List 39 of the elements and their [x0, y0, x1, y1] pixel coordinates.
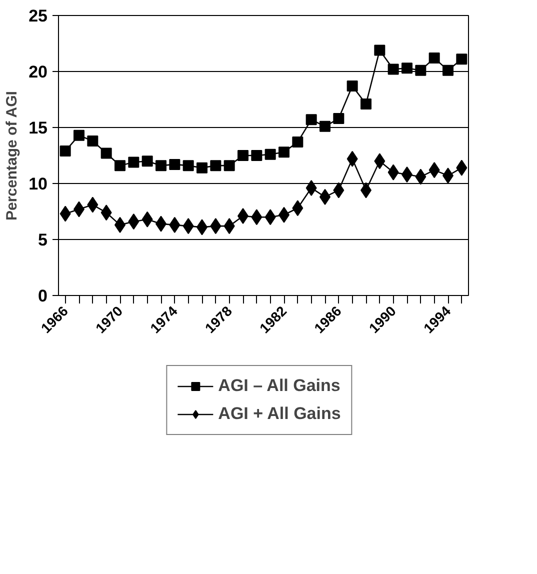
point [346, 80, 358, 92]
point [196, 162, 208, 174]
point [320, 120, 330, 132]
point [388, 64, 399, 75]
point [169, 158, 180, 170]
point [306, 114, 317, 126]
point [456, 54, 468, 65]
point [128, 156, 140, 168]
y-tick-label: 5 [38, 230, 48, 250]
point [278, 146, 290, 158]
point [60, 146, 71, 157]
point [264, 148, 276, 160]
point [442, 64, 454, 76]
y-tick-label: 0 [38, 286, 48, 306]
y-tick-label: 15 [28, 118, 48, 138]
point [100, 148, 112, 159]
y-tick-label: 10 [28, 174, 48, 194]
point [74, 130, 84, 141]
point [114, 160, 126, 172]
point [238, 150, 248, 161]
point [415, 64, 426, 76]
legend-label: AGI + All Gains [218, 404, 341, 424]
point [360, 98, 372, 110]
point [402, 62, 412, 74]
point [182, 160, 194, 172]
y-tick-label: 25 [28, 6, 48, 26]
point [374, 44, 386, 56]
y-axis-title: Percentage of AGI [4, 91, 21, 221]
point [292, 136, 304, 148]
point [142, 156, 153, 167]
y-tick-label: 20 [28, 62, 48, 82]
point [251, 150, 262, 161]
point [428, 52, 440, 64]
point [87, 135, 98, 146]
point [210, 160, 222, 172]
legend-label: AGI – All Gains [218, 376, 340, 396]
point [333, 113, 344, 124]
point [156, 160, 166, 172]
point [224, 160, 235, 172]
